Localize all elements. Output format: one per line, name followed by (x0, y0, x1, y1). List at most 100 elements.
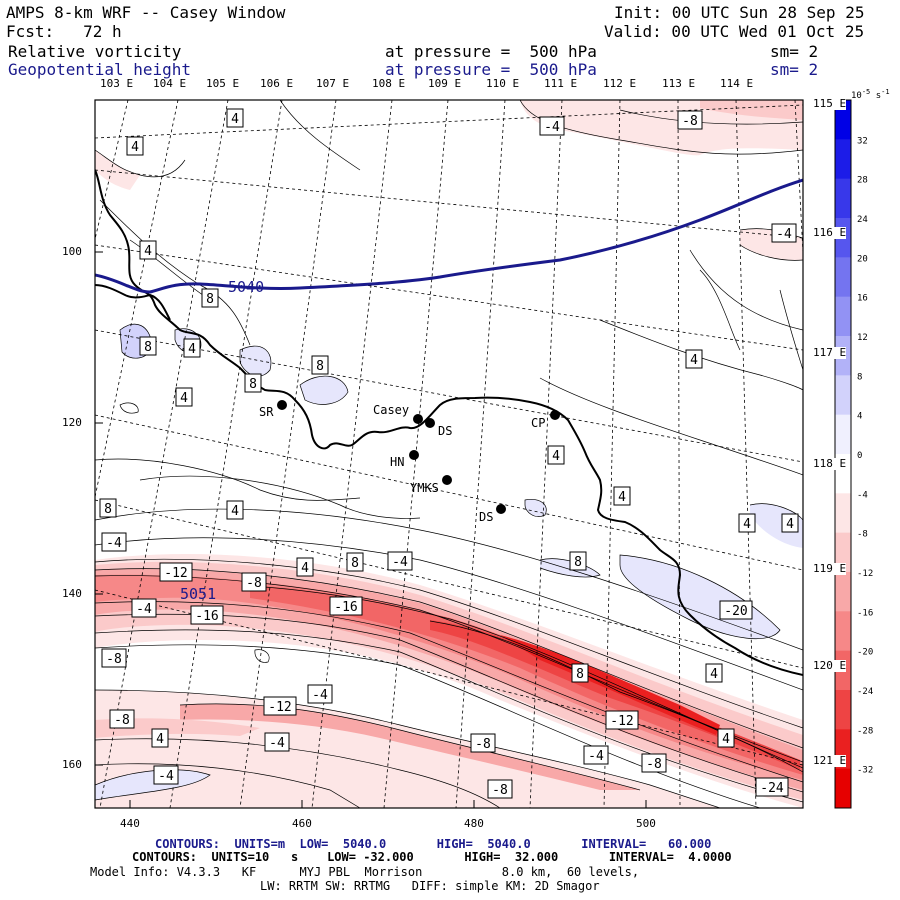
vorticity-label: 8 (346, 552, 364, 572)
colorbar-swatch (835, 178, 851, 219)
svg-text:-4: -4 (776, 227, 792, 242)
svg-text:-8: -8 (106, 652, 122, 667)
plot-title: AMPS 8-km WRF -- Casey Window (6, 3, 286, 22)
colorbar-tick: -8 (857, 530, 868, 540)
vorticity-label: 8 (201, 288, 219, 308)
svg-text:4: 4 (618, 490, 626, 505)
colorbar-tick: 8 (857, 372, 862, 382)
svg-text:-12: -12 (164, 566, 187, 581)
vorticity-label: 4 (781, 513, 799, 533)
station-label-ds-south: DS (479, 510, 493, 524)
colorbar-tick: 0 (857, 451, 862, 461)
top-lon-label: 109 E (428, 77, 462, 90)
colorbar-swatch (835, 257, 851, 298)
valid-time: Valid: 00 UTC Wed 01 Oct 25 (604, 22, 865, 41)
colorbar-swatch (835, 493, 851, 534)
top-lon-label: 107 E (316, 77, 350, 90)
svg-text:4: 4 (552, 449, 560, 464)
colorbar-units-base: 10 (851, 91, 862, 101)
footer-model-info: Model Info: V4.3.3 KF MYJ PBL Morrison 8… (90, 865, 640, 879)
svg-text:4: 4 (180, 391, 188, 406)
right-lon-label: 118 E (813, 457, 847, 470)
x-tick-500: 500 (636, 817, 656, 830)
svg-text:4: 4 (743, 517, 751, 532)
top-lon-label: 103 E (100, 77, 134, 90)
vorticity-label: -4 (101, 532, 127, 552)
vorticity-label: 8 (569, 551, 587, 571)
vorticity-labels: 4 -4 -8 4 -4 4 8 8 4 8 8 4 4 4 4 4 8 -4 4 4 8 -4 8 4 -12 -8 -4 -16 -… (99, 108, 799, 799)
svg-text:8: 8 (351, 556, 359, 571)
vorticity-label: -8 (677, 110, 703, 130)
top-lon-label: 112 E (603, 77, 637, 90)
colorbar-tick: 12 (857, 333, 868, 343)
station-labels: SR Casey DS HN YMKS DS CP (259, 403, 545, 524)
forecast-hour: Fcst: 72 h (6, 22, 122, 41)
colorbar: 32 28 24 20 16 12 8 4 0 -4 -8 -12 -16 -20 -24 -28 -32 (834, 99, 873, 809)
colorbar-swatch (835, 768, 851, 809)
station-dot-casey (413, 414, 423, 424)
colorbar-tick: 32 (857, 136, 868, 146)
right-lon-label: 115 E (813, 97, 847, 110)
svg-text:8: 8 (576, 667, 584, 682)
station-label-ymks: YMKS (410, 481, 439, 495)
vorticity-label: 4 (183, 338, 201, 358)
colorbar-tick: 16 (857, 294, 868, 304)
right-lon-label: 116 E (813, 226, 847, 239)
y-tick-100: 100 (62, 245, 82, 258)
svg-text:-24: -24 (760, 781, 784, 796)
svg-text:4: 4 (156, 732, 164, 747)
top-lon-label: 108 E (372, 77, 406, 90)
colorbar-swatch (835, 572, 851, 612)
vorticity-label: 4 (705, 663, 723, 683)
vorticity-label: -4 (307, 684, 333, 704)
field1-name: Relative vorticity (8, 42, 182, 61)
field2-level: at pressure = 500 hPa (385, 60, 597, 79)
vorticity-label: -24 (755, 777, 789, 797)
vorticity-label: 4 (685, 349, 703, 369)
top-lon-label: 113 E (662, 77, 696, 90)
colorbar-tick: 28 (857, 176, 868, 186)
colorbar-swatch (835, 611, 851, 652)
axis-tick-marks (95, 251, 647, 808)
init-time: Init: 00 UTC Sun 28 Sep 25 (614, 3, 865, 22)
field2-smoothing: sm= 2 (770, 60, 819, 79)
svg-text:8: 8 (206, 292, 214, 307)
station-label-sr: SR (259, 405, 274, 419)
station-dot-ymks (442, 475, 452, 485)
svg-text:4: 4 (301, 561, 309, 576)
svg-text:4: 4 (188, 342, 196, 357)
station-dot-ds-north (425, 418, 435, 428)
colorbar-units-suffix: s (875, 91, 882, 101)
x-tick-460: 460 (292, 817, 312, 830)
vorticity-label: -16 (329, 596, 363, 616)
top-lon-label: 105 E (206, 77, 240, 90)
svg-text:-8: -8 (246, 576, 262, 591)
station-label-cp: CP (531, 416, 545, 430)
svg-text:-12: -12 (268, 700, 291, 715)
station-dot-ds-south (496, 504, 506, 514)
svg-text:-20: -20 (724, 604, 747, 619)
svg-text:-4: -4 (269, 736, 285, 751)
y-tick-140: 140 (62, 587, 82, 600)
vorticity-label: 4 (226, 108, 244, 128)
vorticity-label: -12 (263, 696, 297, 716)
x-tick-440: 440 (120, 817, 140, 830)
svg-text:-12: -12 (610, 714, 633, 729)
height-labels: 5040 5051 (180, 278, 264, 603)
height-contour-5040 (95, 178, 803, 294)
height-label-5040: 5040 (228, 278, 264, 296)
footer-contour-vorticity: CONTOURS: UNITS=10 s LOW= -32.000 HIGH= … (132, 850, 732, 864)
svg-text:-4: -4 (106, 536, 122, 551)
right-lon-label: 120 E (813, 659, 847, 672)
station-label-hn: HN (390, 455, 404, 469)
svg-text:-16: -16 (334, 600, 357, 615)
colorbar-tick: 20 (857, 254, 868, 264)
vorticity-label: 8 (244, 373, 262, 393)
vorticity-label: 4 (151, 728, 169, 748)
vorticity-label: 4 (126, 136, 144, 156)
colorbar-tick: -4 (857, 490, 868, 500)
station-markers (277, 400, 560, 514)
svg-text:-8: -8 (475, 737, 491, 752)
vorticity-label: -4 (131, 598, 157, 618)
